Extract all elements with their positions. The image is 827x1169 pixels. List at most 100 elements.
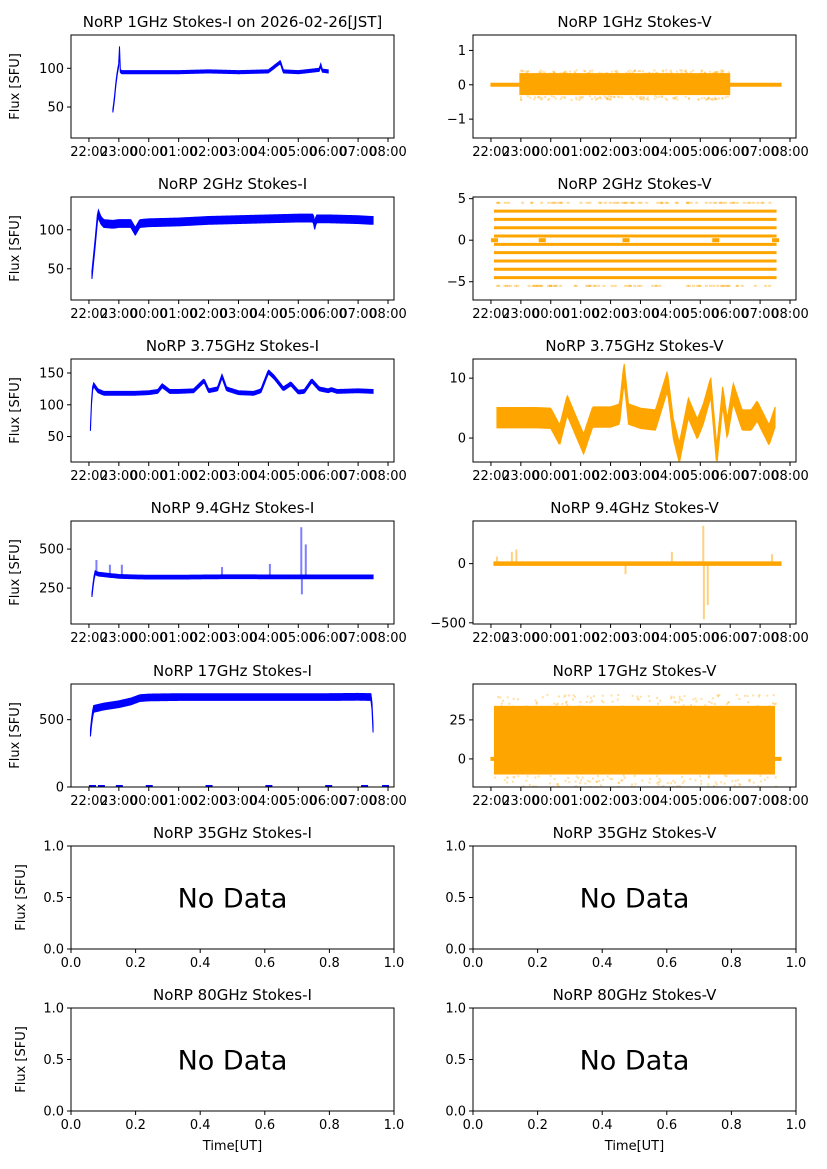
- x-tick-label: 08:00: [771, 631, 808, 646]
- x-tick-label: 0.2: [125, 1118, 146, 1133]
- x-tick-label: 04:00: [652, 794, 689, 809]
- data-point: [588, 780, 591, 783]
- data-point: [539, 96, 542, 99]
- data-point: [586, 695, 589, 698]
- data-point: [775, 785, 778, 787]
- data-point: [629, 72, 632, 75]
- data-point: [742, 201, 746, 204]
- data-zero-mark: [712, 238, 720, 243]
- y-tick-label: 250: [39, 582, 64, 597]
- data-point: [738, 782, 741, 785]
- y-tick-label: 0.5: [43, 891, 64, 906]
- data-point: [585, 284, 589, 287]
- y-tick-label: 0.5: [445, 891, 466, 906]
- data-point: [690, 704, 693, 707]
- subplot-title: NoRP 80GHz Stokes-I: [153, 986, 312, 1004]
- data-point: [549, 284, 553, 287]
- x-tick-label: 0.0: [463, 1118, 484, 1133]
- data-point: [639, 201, 643, 204]
- data-point: [670, 697, 673, 700]
- no-data-annotation: No Data: [580, 884, 690, 915]
- data-point: [575, 96, 578, 99]
- data-point: [709, 70, 712, 73]
- x-tick-label: 22:00: [472, 794, 509, 809]
- data-point: [658, 95, 661, 98]
- data-point: [496, 201, 500, 204]
- data-point: [588, 284, 592, 287]
- data-point: [584, 782, 587, 785]
- data-point: [538, 71, 541, 74]
- data-point: [625, 201, 629, 204]
- data-point: [714, 98, 717, 101]
- data-point: [720, 781, 723, 784]
- data-point: [616, 95, 619, 98]
- x-tick-label: 03:00: [220, 145, 257, 160]
- data-point: [715, 98, 718, 101]
- data-point: [628, 72, 631, 75]
- data-point: [632, 201, 636, 204]
- data-series: [496, 363, 776, 462]
- data-point: [572, 694, 575, 697]
- data-point: [623, 776, 626, 779]
- x-tick-label: 05:00: [280, 631, 317, 646]
- data-point: [707, 96, 710, 99]
- data-point: [712, 201, 716, 204]
- data-point: [627, 70, 630, 73]
- data-point: [539, 72, 542, 75]
- data-point: [640, 98, 643, 101]
- y-tick-label: 0: [458, 752, 466, 767]
- data-point: [621, 779, 624, 782]
- y-tick-label: 100: [39, 223, 64, 238]
- data-point: [757, 785, 760, 787]
- x-tick-label: 07:00: [741, 631, 778, 646]
- data-zero-mark: [361, 785, 369, 787]
- data-point: [578, 705, 581, 708]
- data-point: [534, 96, 537, 99]
- data-point: [661, 95, 664, 98]
- data-point: [681, 781, 684, 784]
- data-noise-band: [519, 73, 731, 96]
- data-point: [589, 697, 592, 700]
- x-tick-label: 00:00: [532, 631, 569, 646]
- data-point: [616, 201, 620, 204]
- data-point: [666, 72, 669, 75]
- data-point: [580, 779, 583, 782]
- y-tick-label: 0.0: [445, 943, 466, 958]
- x-tick-label: 06:00: [711, 469, 748, 484]
- data-point: [613, 284, 617, 287]
- y-tick-label: 1: [458, 44, 466, 59]
- data-point: [698, 284, 702, 287]
- y-tick-label: 0: [458, 557, 466, 572]
- data-point: [499, 696, 502, 699]
- data-point: [629, 96, 632, 99]
- axes-frame: [472, 845, 797, 950]
- data-point: [666, 98, 669, 101]
- data-point: [574, 284, 578, 287]
- data-point: [768, 284, 772, 287]
- data-point: [533, 98, 536, 101]
- data-point: [606, 98, 609, 101]
- y-tick-label: 0: [458, 432, 466, 447]
- x-tick-label: 23:00: [100, 794, 137, 809]
- x-tick-label: 08:00: [771, 469, 808, 484]
- data-point: [520, 70, 523, 73]
- data-point: [664, 201, 668, 204]
- x-tick-label: 0.0: [61, 956, 82, 971]
- data-point: [605, 96, 608, 99]
- data-point: [699, 775, 702, 778]
- y-tick-label: 0.5: [445, 1053, 466, 1068]
- data-point: [616, 71, 619, 74]
- data-point: [720, 284, 724, 287]
- data-point: [664, 97, 667, 100]
- data-point: [759, 780, 762, 783]
- data-point: [508, 702, 511, 705]
- data-point: [641, 70, 644, 73]
- y-tick-label: 1.0: [445, 840, 466, 855]
- data-zero-mark: [325, 785, 333, 787]
- data-point: [691, 284, 695, 287]
- x-tick-label: 00:00: [532, 145, 569, 160]
- data-point: [506, 696, 509, 699]
- data-point: [643, 72, 646, 75]
- data-point: [708, 700, 711, 703]
